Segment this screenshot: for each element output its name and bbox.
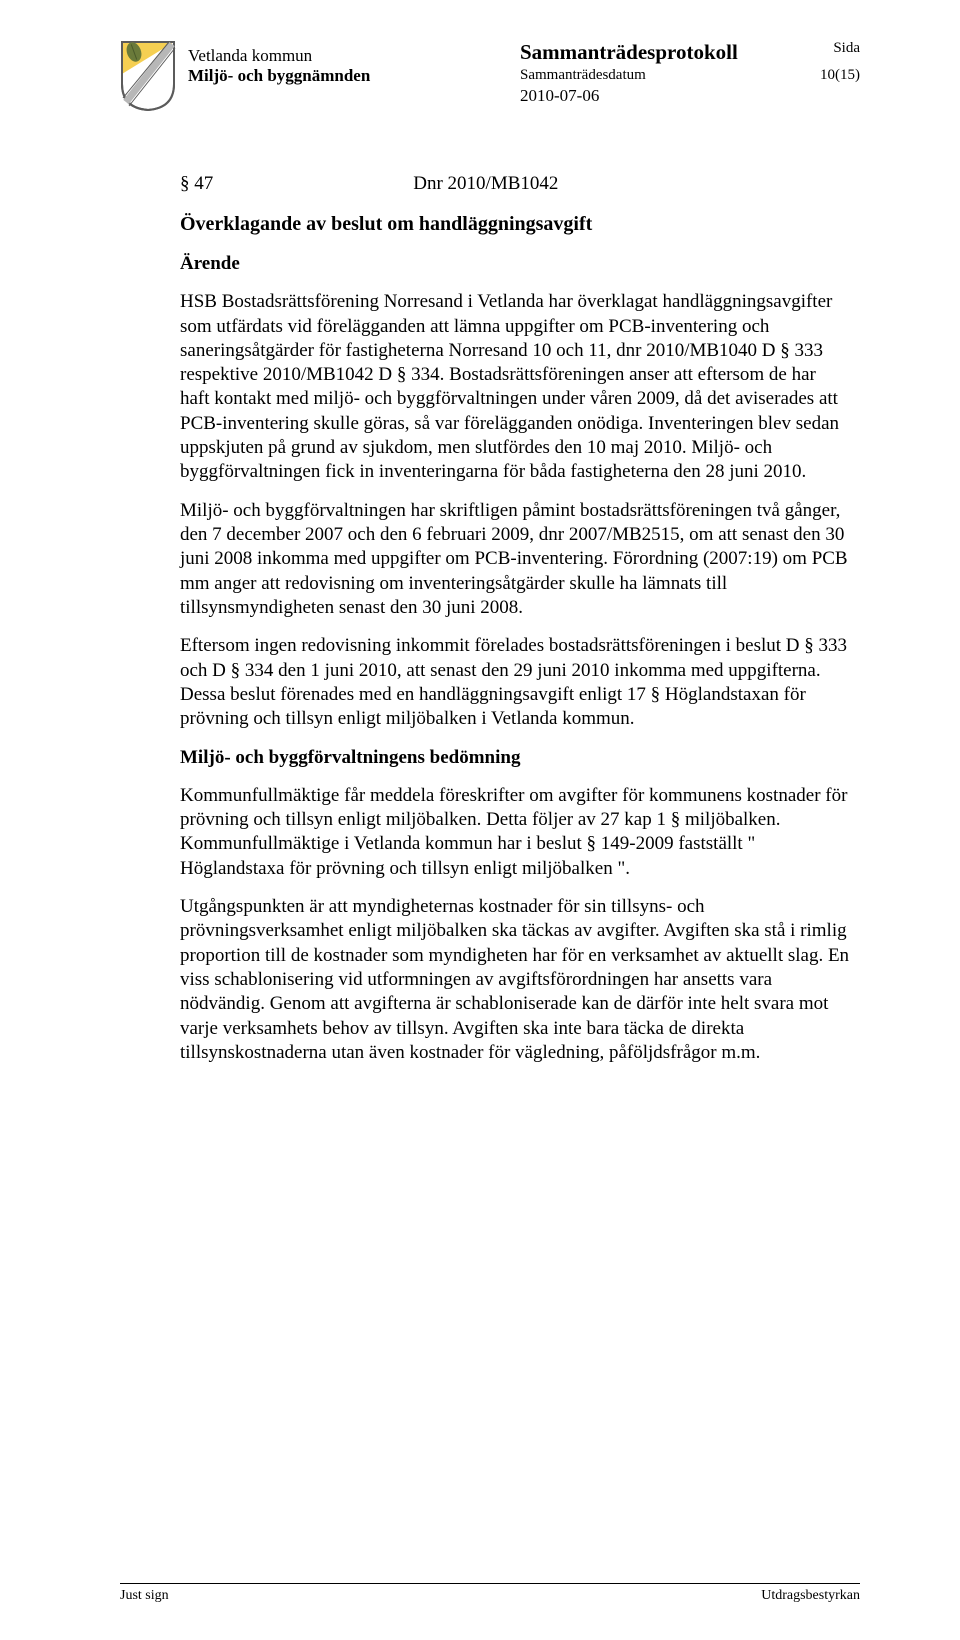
section-number: § 47 — [180, 172, 213, 196]
header: Vetlanda kommun Miljö- och byggnämnden S… — [120, 40, 860, 112]
arende-heading: Ärende — [180, 252, 850, 276]
meeting-date: 2010-07-06 — [520, 86, 860, 106]
municipal-shield-icon — [120, 40, 176, 112]
sida-label: Sida — [833, 40, 860, 57]
footer-line: Just sign Utdragsbestyrkan — [120, 1583, 860, 1604]
datum-label: Sammanträdesdatum — [520, 67, 646, 83]
document-title: Överklagande av beslut om handläggningsa… — [180, 212, 850, 238]
paragraph-1: HSB Bostadsrättsförening Norresand i Vet… — [180, 290, 850, 485]
protokoll-title: Sammanträdesprotokoll — [520, 40, 738, 65]
section-row: § 47 Dnr 2010/MB1042 — [180, 172, 850, 196]
bedomning-heading: Miljö- och byggförvaltningens bedömning — [180, 746, 850, 770]
page: Vetlanda kommun Miljö- och byggnämnden S… — [0, 0, 960, 1640]
diary-number: Dnr 2010/MB1042 — [413, 172, 558, 196]
footer-left: Just sign — [120, 1588, 169, 1604]
page-count: 10(15) — [820, 67, 860, 84]
footer-right: Utdragsbestyrkan — [761, 1588, 860, 1604]
paragraph-5: Utgångspunkten är att myndigheternas kos… — [180, 895, 850, 1065]
paragraph-3: Eftersom ingen redovisning inkommit före… — [180, 634, 850, 731]
paragraph-4: Kommunfullmäktige får meddela föreskrift… — [180, 784, 850, 881]
document-body: § 47 Dnr 2010/MB1042 Överklagande av bes… — [180, 172, 850, 1065]
committee-name: Miljö- och byggnämnden — [188, 66, 508, 86]
org-name: Vetlanda kommun — [188, 46, 508, 66]
org-block: Vetlanda kommun Miljö- och byggnämnden — [188, 40, 508, 86]
footer: Just sign Utdragsbestyrkan — [120, 1583, 860, 1604]
paragraph-2: Miljö- och byggförvaltningen har skriftl… — [180, 499, 850, 621]
header-right: Sammanträdesprotokoll Sida Sammanträdesd… — [520, 40, 860, 106]
